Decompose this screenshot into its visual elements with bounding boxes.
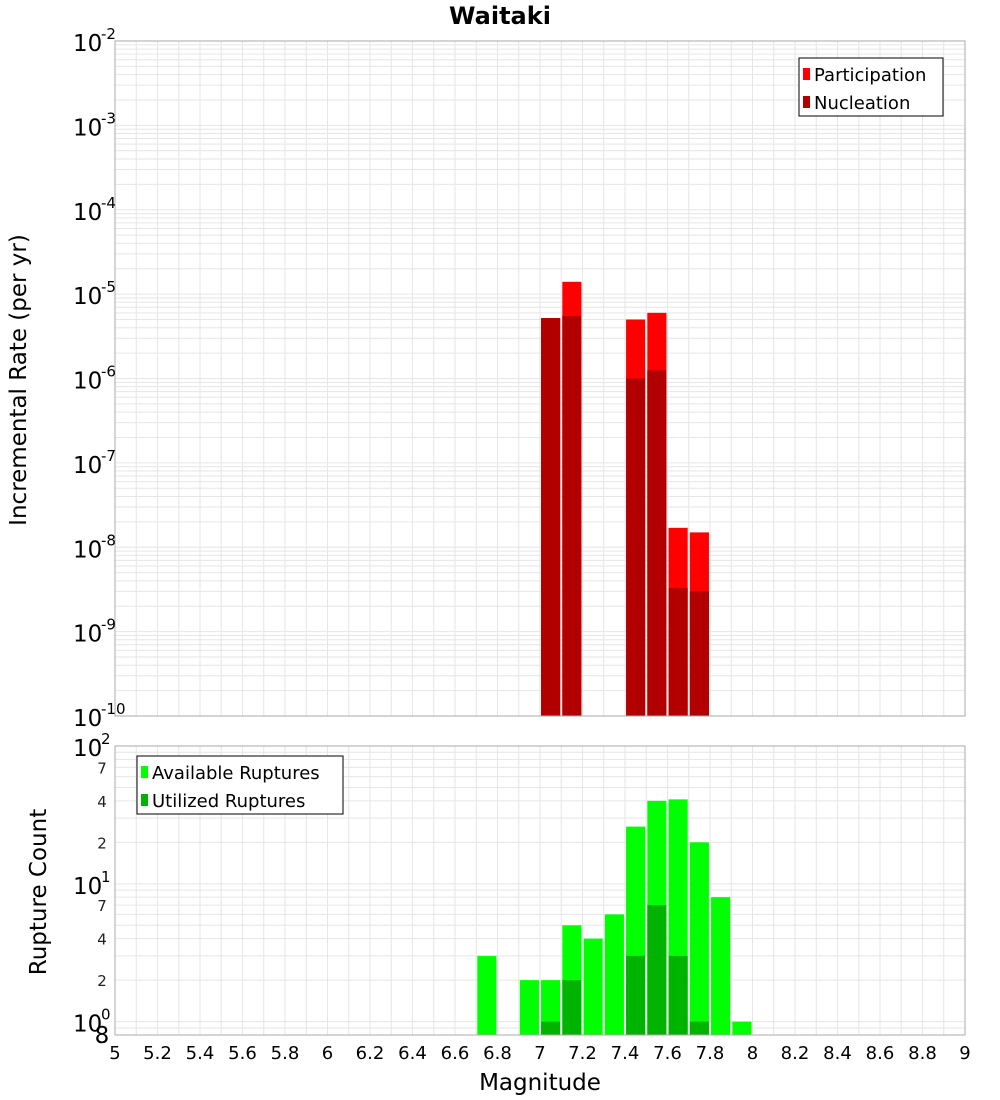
x-tick-label: 6.6 <box>441 1043 470 1064</box>
y-tick-label-base: 10 <box>73 874 102 900</box>
legend-swatch <box>141 794 148 806</box>
utilized-ruptures-bar <box>562 980 582 1035</box>
y-tick-label-exponent: -4 <box>101 194 116 212</box>
utilized-ruptures-bar <box>668 955 688 1035</box>
available-ruptures-bar <box>519 980 539 1035</box>
y-tick-label-minor: 7 <box>97 759 107 777</box>
y-tick-label-exponent: -8 <box>101 531 116 549</box>
y-tick-label-exponent: 1 <box>101 868 111 886</box>
y-tick-label-exponent: -3 <box>101 109 116 127</box>
y-tick-label-base: 10 <box>73 369 102 395</box>
y-tick-label-base: 10 <box>73 200 102 226</box>
x-tick-label: 6 <box>322 1043 333 1064</box>
top-panel-legend: Participation Nucleation <box>798 57 944 117</box>
y-tick-label-base: 10 <box>73 284 102 310</box>
nucleation-bar <box>647 370 667 716</box>
legend-box <box>798 57 944 117</box>
available-ruptures-bar <box>583 938 603 1035</box>
x-tick-label: 5.2 <box>143 1043 172 1064</box>
utilized-ruptures-bar <box>626 955 646 1035</box>
x-axis-ticks: 5 5.2 5.4 5.6 5.8 6 6.2 6.4 6.6 6.8 7 7.2 7.4 7.6 7.8 8… <box>109 1043 970 1064</box>
y-tick-label-exponent: 2 <box>101 730 111 748</box>
x-tick-label: 6.2 <box>356 1043 385 1064</box>
x-axis-label: Magnitude <box>479 1070 601 1096</box>
y-tick-label-minor: 2 <box>97 834 107 852</box>
y-tick-label-base: 10 <box>73 453 102 479</box>
available-ruptures-bar <box>689 842 709 1035</box>
available-ruptures-bar <box>477 955 497 1035</box>
top-panel-bars <box>541 281 709 716</box>
utilized-ruptures-bar <box>689 1021 709 1035</box>
bottom-panel-frame <box>114 745 966 1036</box>
x-tick-label: 7 <box>534 1043 545 1064</box>
nucleation-bar <box>562 316 582 716</box>
x-tick-label: 5.4 <box>186 1043 215 1064</box>
available-ruptures-bar <box>732 1021 752 1035</box>
bottom-panel-legend: Available Ruptures Utilized Ruptures <box>136 755 344 815</box>
y-tick-label-base: 10 <box>73 537 102 563</box>
x-tick-label: 8.6 <box>866 1043 895 1064</box>
x-tick-label: 6.8 <box>483 1043 512 1064</box>
x-tick-label: 8.2 <box>781 1043 810 1064</box>
available-ruptures-bar <box>541 980 561 1035</box>
y-tick-label-exponent: -6 <box>101 363 116 381</box>
chart-title: Waitaki <box>449 2 551 30</box>
top-panel-frame <box>114 40 966 717</box>
x-tick-label: 6.4 <box>398 1043 427 1064</box>
x-tick-label: 5.6 <box>228 1043 257 1064</box>
x-tick-label: 5 <box>109 1043 120 1064</box>
x-tick-label: 7.2 <box>568 1043 597 1064</box>
top-panel-grid <box>114 41 966 717</box>
y-tick-label-exponent: -10 <box>101 700 126 718</box>
y-tick-label-exponent: -2 <box>101 25 116 43</box>
y-tick-label-exponent: -5 <box>101 278 116 296</box>
legend-label: Participation <box>814 65 926 86</box>
nucleation-bar <box>668 587 688 716</box>
y-tick-label-exponent: -9 <box>101 616 116 634</box>
nucleation-bar <box>689 591 709 716</box>
y-tick-label-minor: 7 <box>97 897 107 915</box>
y-tick-label-exponent: -7 <box>101 447 116 465</box>
y-tick-label-base: 10 <box>73 31 102 57</box>
x-tick-label: 7.8 <box>696 1043 725 1064</box>
available-ruptures-bar <box>604 914 624 1035</box>
utilized-ruptures-bar <box>647 905 667 1035</box>
y-tick-label-base: 10 <box>73 706 102 732</box>
nucleation-bar <box>626 378 646 716</box>
legend-box <box>136 755 344 815</box>
x-tick-label: 8.4 <box>823 1043 852 1064</box>
bottom-panel-y-axis-label: Rupture Count <box>26 809 52 975</box>
legend-label: Available Ruptures <box>152 763 320 784</box>
y-tick-label-minor: 2 <box>97 972 107 990</box>
legend-label: Utilized Ruptures <box>152 791 305 812</box>
x-tick-label: 8.8 <box>908 1043 937 1064</box>
x-tick-label: 5.8 <box>271 1043 300 1064</box>
x-tick-label: 8 <box>747 1043 758 1064</box>
x-tick-label: 7.6 <box>653 1043 682 1064</box>
x-tick-label: 7.4 <box>611 1043 640 1064</box>
legend-swatch <box>803 68 810 80</box>
y-tick-label-base: 10 <box>73 115 102 141</box>
bottom-panel-grid <box>114 746 966 1036</box>
legend-label: Nucleation <box>814 93 910 114</box>
legend-swatch <box>141 766 148 778</box>
bottom-panel-bars <box>477 799 752 1035</box>
y-tick-label-minor: 4 <box>97 931 107 949</box>
y-tick-label-base: 10 <box>73 736 102 762</box>
top-panel-y-axis-label: Incremental Rate (per yr) <box>6 234 32 526</box>
y-tick-label-base: 10 <box>73 1012 102 1038</box>
x-tick-label: 9 <box>959 1043 970 1064</box>
y-tick-label-minor: 8 <box>95 1023 110 1049</box>
y-tick-label-minor: 4 <box>97 793 107 811</box>
available-ruptures-bar <box>711 897 731 1035</box>
utilized-ruptures-bar <box>541 1021 561 1035</box>
y-tick-label-exponent: 0 <box>101 1006 111 1024</box>
legend-swatch <box>803 96 810 108</box>
y-tick-label-base: 10 <box>73 622 102 648</box>
nucleation-bar <box>541 318 561 716</box>
